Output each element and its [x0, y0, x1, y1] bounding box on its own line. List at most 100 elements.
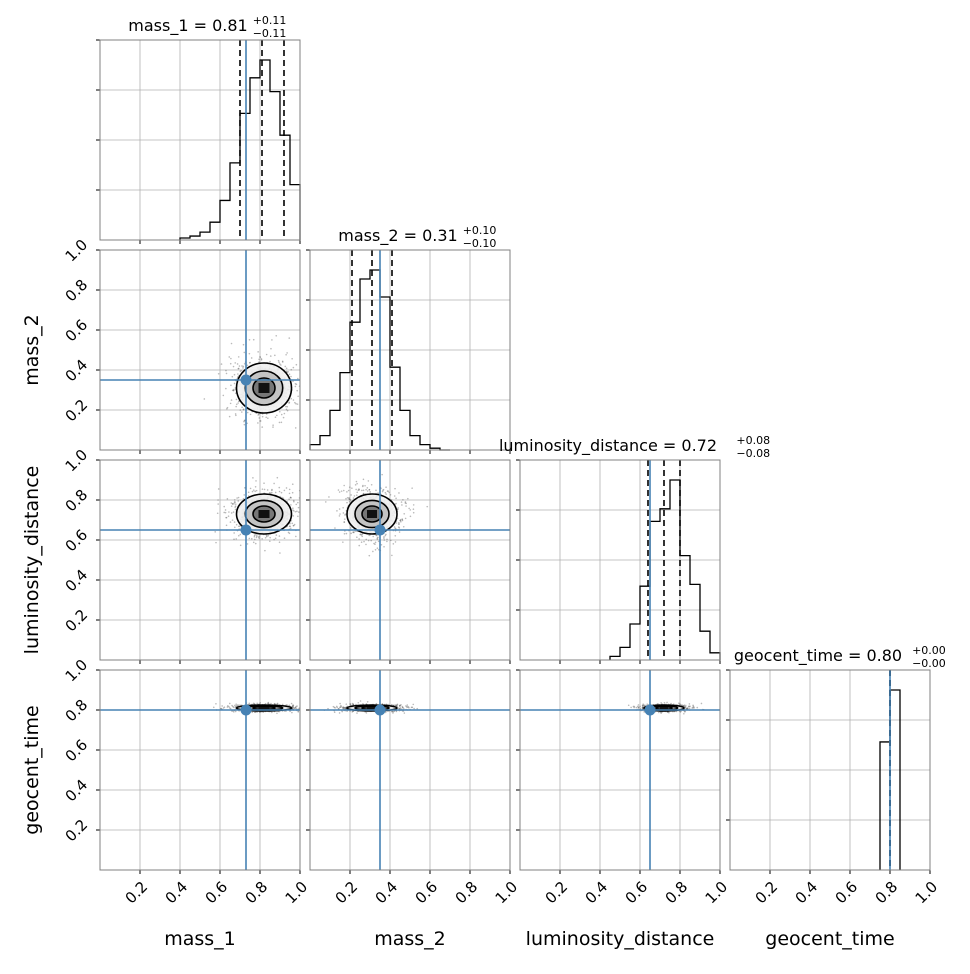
sample-point: [253, 703, 256, 705]
title-error-plus: +0.11: [253, 14, 287, 27]
sample-point: [351, 711, 354, 713]
sample-point: [395, 704, 398, 706]
sample-point: [687, 707, 689, 709]
sample-point: [404, 501, 407, 503]
sample-point: [217, 503, 219, 505]
sample-point: [229, 402, 232, 405]
x-axis-label-geocent_time: geocent_time: [765, 928, 894, 950]
sample-point: [286, 352, 288, 354]
sample-point: [258, 535, 260, 538]
density-peak: [367, 510, 377, 518]
sample-point: [684, 704, 687, 707]
sample-point: [670, 702, 672, 705]
sample-point: [374, 549, 377, 551]
sample-point: [278, 535, 281, 537]
sample-point: [252, 477, 254, 479]
panel-frame: [309, 669, 511, 871]
sample-point: [286, 405, 289, 408]
sample-point: [285, 405, 287, 408]
sample-point: [293, 510, 295, 512]
sample-point: [362, 492, 365, 495]
sample-point: [292, 524, 295, 527]
sample-point: [225, 524, 228, 527]
sample-point: [396, 508, 399, 511]
sample-point: [242, 343, 245, 346]
sample-point: [233, 499, 236, 501]
sample-point: [401, 504, 403, 506]
sample-point: [303, 706, 305, 708]
sample-point: [627, 704, 630, 707]
sample-point: [643, 704, 645, 706]
sample-point: [407, 706, 410, 708]
sample-point: [292, 706, 294, 708]
x-tick-label: 0.8: [242, 878, 272, 908]
sample-point: [368, 554, 371, 557]
sample-point: [233, 382, 236, 385]
sample-point: [301, 388, 303, 390]
sample-point: [412, 511, 415, 514]
sample-point: [630, 706, 632, 709]
sample-point: [276, 414, 278, 417]
y-tick-label: 0.4: [62, 356, 92, 386]
sample-point: [353, 531, 355, 534]
sample-point: [385, 486, 387, 489]
sample-point: [289, 525, 291, 528]
sample-point: [283, 537, 286, 539]
sample-point: [246, 543, 249, 545]
sample-point: [258, 711, 261, 714]
sample-point: [214, 531, 217, 533]
x-tick-label: 0.4: [792, 878, 822, 908]
sample-point: [376, 538, 379, 541]
sample-point: [235, 538, 238, 540]
sample-point: [237, 500, 240, 502]
x-tick-label: 1.0: [492, 878, 522, 908]
sample-point: [684, 710, 687, 713]
sample-point: [243, 420, 245, 423]
sample-point: [318, 386, 320, 388]
sample-point: [222, 394, 225, 397]
sample-point: [687, 705, 690, 708]
sample-point: [258, 358, 260, 361]
sample-point: [227, 705, 229, 707]
sample-point: [350, 532, 352, 535]
sample-point: [237, 373, 239, 375]
sample-point: [297, 506, 300, 509]
sample-point: [395, 710, 398, 713]
sample-point: [294, 385, 297, 388]
x-tick-label: 1.0: [282, 878, 312, 908]
sample-point: [306, 395, 308, 397]
sample-point: [291, 522, 294, 525]
sample-point: [638, 706, 640, 709]
sample-point: [233, 532, 235, 534]
sample-point: [295, 383, 298, 386]
sample-point: [289, 496, 292, 499]
sample-point: [399, 707, 402, 709]
sample-point: [226, 407, 228, 410]
sample-point: [234, 413, 237, 415]
sample-point: [233, 373, 236, 376]
sample-point: [366, 487, 369, 489]
sample-point: [359, 700, 362, 702]
x-tick-label: 0.6: [832, 878, 862, 908]
sample-point: [406, 706, 409, 709]
sample-point: [294, 510, 297, 513]
sample-point: [242, 408, 245, 410]
sample-point: [401, 706, 404, 709]
sample-point: [227, 515, 230, 517]
sample-point: [408, 507, 410, 510]
sample-point: [275, 534, 278, 536]
sample-point: [215, 702, 217, 705]
sample-point: [256, 711, 258, 713]
sample-point: [358, 489, 361, 491]
sample-point: [268, 492, 271, 494]
sample-point: [412, 508, 415, 511]
sample-point: [343, 707, 346, 709]
sample-point: [251, 711, 254, 714]
sample-point: [641, 707, 644, 710]
sample-point: [252, 338, 255, 341]
sample-point: [352, 531, 354, 534]
sample-point: [374, 543, 376, 546]
sample-point: [342, 706, 345, 709]
sample-point: [405, 505, 407, 507]
